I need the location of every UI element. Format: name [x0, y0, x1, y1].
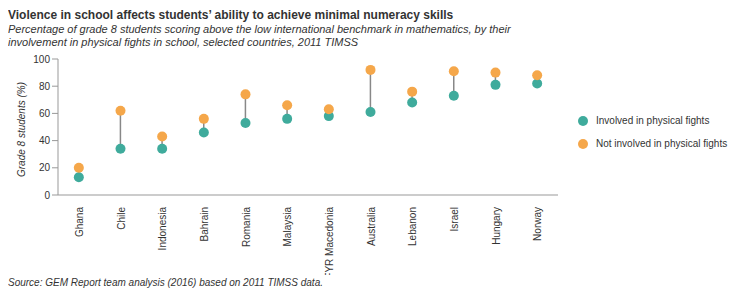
svg-text:Grade 8 students (%): Grade 8 students (%): [16, 82, 27, 177]
svg-text:40: 40: [39, 135, 51, 146]
svg-text:Indonesia: Indonesia: [157, 207, 168, 251]
html-text:Not involved in physical fight: Not involved in physical fights: [596, 138, 728, 149]
svg-text:Bahrain: Bahrain: [199, 207, 210, 241]
svg-text:0: 0: [44, 190, 50, 201]
svg-text:100: 100: [33, 54, 50, 65]
svg-text:Australia: Australia: [366, 207, 377, 246]
svg-text:60: 60: [39, 108, 51, 119]
svg-text:Chile: Chile: [116, 207, 127, 230]
svg-text:Norway: Norway: [532, 207, 543, 241]
svg-text:Ghana: Ghana: [74, 207, 85, 237]
html-text:Violence in school affects stu: Violence in school affects students’ abi…: [8, 8, 454, 22]
svg-text:20: 20: [39, 162, 51, 173]
svg-text:Hungary: Hungary: [491, 207, 502, 245]
svg-text:TFYR Macedonia: TFYR Macedonia: [324, 207, 335, 275]
svg-text:80: 80: [39, 81, 51, 92]
svg-text:Malaysia: Malaysia: [282, 207, 293, 247]
html-text:Percentage of grade 8 students: Percentage of grade 8 students scoring a…: [8, 23, 511, 48]
html-text:Source: GEM Report team analys: Source: GEM Report team analysis (2016) …: [8, 277, 323, 288]
svg-text:Israel: Israel: [449, 207, 460, 231]
html-text:Involved in physical fights: Involved in physical fights: [596, 115, 710, 126]
svg-text:Lebanon: Lebanon: [407, 207, 418, 246]
svg-text:Romania: Romania: [241, 207, 252, 247]
